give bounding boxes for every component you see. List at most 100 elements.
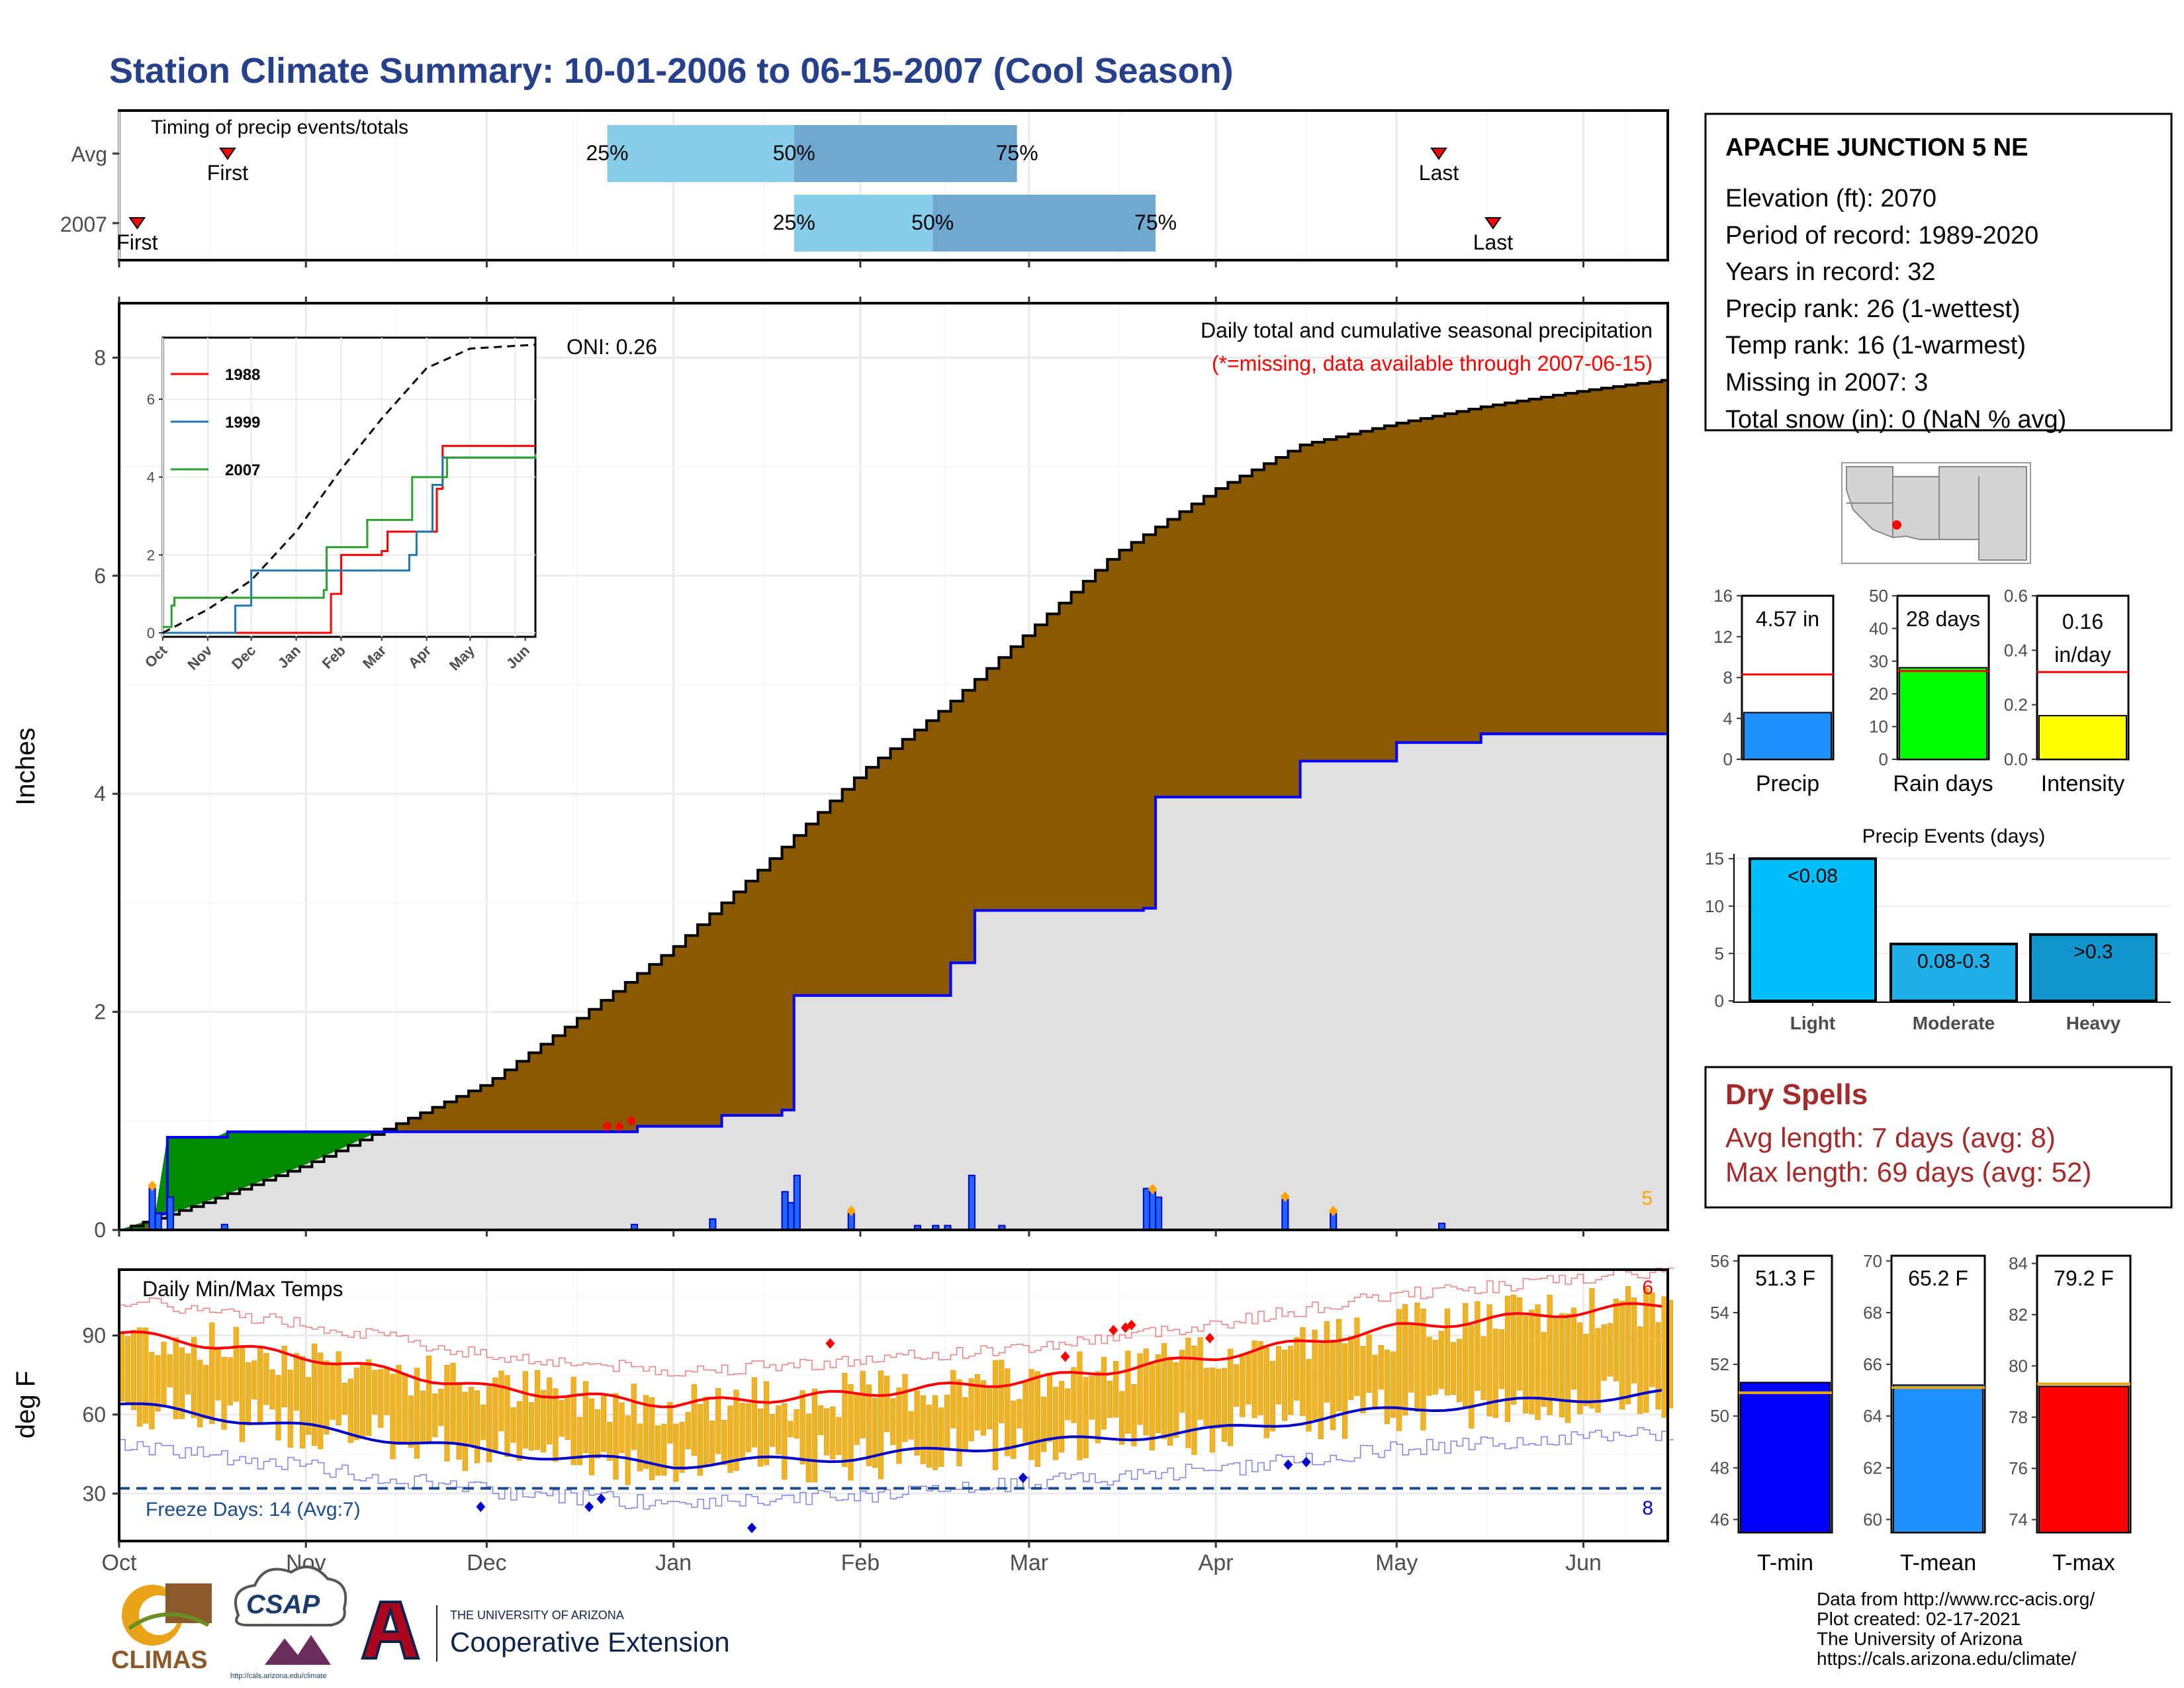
daily-temp-bar xyxy=(1017,1399,1023,1429)
daily-temp-bar xyxy=(480,1404,486,1440)
daily-temp-bar xyxy=(504,1375,510,1458)
y-tick-label: 0.4 xyxy=(2004,640,2028,660)
y-tick-label: 84 xyxy=(2009,1254,2028,1274)
daily-temp-bar xyxy=(1263,1347,1269,1438)
record-low-marker xyxy=(747,1523,757,1534)
daily-temp-bar xyxy=(830,1407,836,1460)
y-tick-label: 46 xyxy=(1710,1509,1729,1529)
footer-line: The University of Arizona xyxy=(1817,1628,2023,1649)
y-tick-label: 78 xyxy=(2009,1407,2028,1427)
daily-temp-bar xyxy=(962,1397,968,1450)
daily-temp-bar xyxy=(1179,1350,1185,1413)
inset-legend-label: 1988 xyxy=(225,366,260,384)
temp-axes: 30 60 90 xyxy=(82,1324,1585,1548)
inset-series-1999 xyxy=(163,453,537,634)
daily-temp-bar xyxy=(588,1398,595,1476)
daily-temp-bar xyxy=(474,1390,480,1464)
daily-temp-bar xyxy=(1463,1303,1469,1407)
daily-temp-bar xyxy=(1119,1391,1125,1445)
timing-label: Timing of precip events/totals xyxy=(151,117,408,138)
p50-label: 50% xyxy=(773,141,815,165)
daily-temp-bar xyxy=(721,1420,727,1466)
daily-temp-bar xyxy=(1631,1297,1637,1383)
temp-value-label: 65.2 F xyxy=(1908,1266,1968,1290)
y-tick-label: 30 xyxy=(82,1481,106,1505)
p25-label: 25% xyxy=(586,141,628,165)
daily-temp-bar xyxy=(878,1370,884,1479)
daily-temp-bar xyxy=(492,1377,498,1453)
daily-temp-bar xyxy=(1005,1368,1011,1456)
daily-temp-bar xyxy=(715,1388,721,1454)
daily-temp-bar xyxy=(1300,1327,1306,1417)
record-high-marker xyxy=(1060,1351,1070,1362)
daily-precip-bar xyxy=(787,1201,795,1231)
daily-temp-bar xyxy=(1312,1329,1318,1420)
daily-temp-bar xyxy=(396,1365,402,1445)
daily-temp-bar xyxy=(462,1391,468,1472)
inset-frame xyxy=(161,336,537,638)
footer-line: Data from http://www.rcc-acis.org/ xyxy=(1817,1589,2095,1609)
daily-temp-bar xyxy=(709,1420,715,1464)
daily-temp-bar xyxy=(1541,1332,1547,1407)
daily-temp-bar xyxy=(643,1395,649,1469)
daily-temp-bar xyxy=(1065,1388,1071,1421)
y-tick-label: 82 xyxy=(2009,1305,2028,1325)
daily-temp-bar xyxy=(245,1362,251,1426)
events-bar-Moderate xyxy=(1889,943,2018,1003)
p75-label: 75% xyxy=(1134,211,1177,234)
daily-temp-bar xyxy=(896,1387,902,1464)
summary-category-label: Precip xyxy=(1756,771,1819,796)
csap-logo-text: CSAP xyxy=(246,1590,320,1619)
daily-temp-bar xyxy=(1469,1325,1475,1429)
x-tick-label: Feb xyxy=(841,1550,880,1575)
inset-y-tick-label: 4 xyxy=(147,469,155,486)
daily-temp-bar xyxy=(239,1345,246,1442)
daily-temp-bar xyxy=(468,1387,474,1447)
temp-panel: 30 60 90 Daily Min/Max Temps Freeze Days: … xyxy=(11,1268,1674,1575)
footer-credits: Data from http://www.rcc-acis.org/ Plot … xyxy=(1817,1589,2095,1669)
temp-y-axis-label: deg F xyxy=(11,1371,40,1438)
daily-temp-bar xyxy=(1402,1304,1408,1416)
daily-temp-bar xyxy=(1342,1343,1348,1439)
temp-value-label: 51.3 F xyxy=(1755,1266,1815,1290)
daily-temp-bar xyxy=(438,1389,444,1427)
daily-precip-bar xyxy=(1155,1196,1163,1231)
oni-label: ONI: 0.26 xyxy=(567,335,657,359)
daily-temp-bar xyxy=(1269,1360,1275,1432)
inset-y-tick-label: 0 xyxy=(147,625,155,641)
daily-temp-bar xyxy=(1167,1356,1173,1446)
daily-temp-bar xyxy=(390,1374,396,1460)
summary-value-label: 28 days xyxy=(1906,607,1980,631)
daily-temp-bar xyxy=(661,1423,667,1476)
daily-temp-bar xyxy=(559,1399,565,1437)
daily-temp-bar xyxy=(788,1421,794,1438)
daily-temp-bar xyxy=(372,1370,378,1415)
y-tick-label: 70 xyxy=(1863,1251,1882,1271)
daily-temp-bar xyxy=(498,1370,504,1432)
quartile-bar-upper xyxy=(933,195,1156,252)
y-tick-label: 54 xyxy=(1710,1303,1729,1323)
daily-temp-bar xyxy=(1083,1377,1089,1458)
daily-temp-bar xyxy=(366,1359,372,1436)
daily-temp-bar xyxy=(908,1411,914,1440)
daily-precip-bar xyxy=(166,1196,174,1231)
summary-bar-charts: 0 4 8 12 16 4.57 in Precip 0 10 20 30 40 50 28 days Ra… xyxy=(1713,586,2130,796)
csap-logo-cloud xyxy=(234,1566,347,1626)
record-high-marker xyxy=(1205,1333,1215,1344)
daily-temp-bar xyxy=(1426,1336,1432,1396)
y-tick-label: 60 xyxy=(1863,1509,1882,1529)
climas-logo-text: CLIMAS xyxy=(111,1646,208,1674)
daily-temp-bar xyxy=(565,1397,570,1440)
daily-temp-bar xyxy=(305,1377,312,1435)
daily-temp-bar xyxy=(594,1409,601,1458)
daily-precip-bar xyxy=(709,1218,717,1231)
ua-logo-small-text: THE UNIVERSITY OF ARIZONA xyxy=(450,1609,624,1622)
y-tick-label: 90 xyxy=(82,1324,106,1348)
precip-caption: Daily total and cumulative seasonal prec… xyxy=(1201,318,1653,342)
daily-temp-bar xyxy=(980,1380,986,1436)
daily-temp-bar xyxy=(1040,1396,1046,1452)
daily-temp-bar xyxy=(956,1379,962,1466)
average-cumulative-line xyxy=(119,379,1669,1231)
precip-content xyxy=(119,379,1669,1231)
daily-precip-bar xyxy=(968,1174,976,1231)
